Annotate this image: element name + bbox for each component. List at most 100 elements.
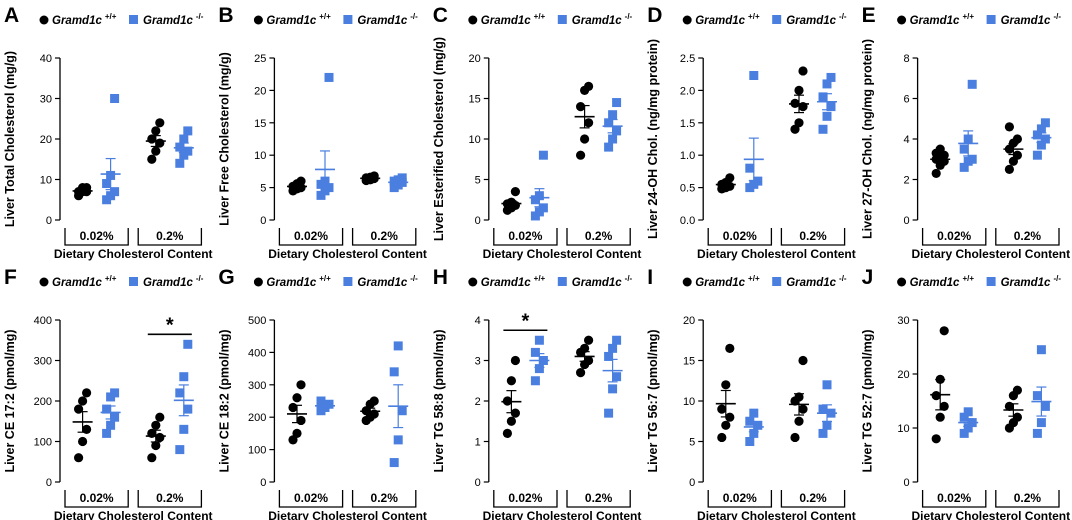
y-axis-label: Liver TG 58:8 (pmol/mg) <box>432 329 446 472</box>
legend-wt-label: Gramd1c +/+ <box>910 274 975 289</box>
group-bracket <box>780 228 846 246</box>
legend-wt-marker <box>897 277 907 287</box>
y-tick-label: 4 <box>475 315 481 327</box>
panel-I: I Gramd1c +/+ Gramd1c -/- 0 5 10 15 20 Liver TG 56… <box>646 266 856 520</box>
panel-letter: J <box>862 266 874 289</box>
legend-ko-label: Gramd1c -/- <box>357 274 418 289</box>
point-ko <box>826 72 836 82</box>
y-tick-label: 1 <box>475 437 481 449</box>
point-wt <box>576 368 586 378</box>
point-ko <box>397 173 407 183</box>
legend-ko-sup: -/- <box>410 12 418 21</box>
y-tick-label: 20 <box>897 369 909 381</box>
point-wt <box>155 412 165 422</box>
panel-F: F Gramd1c +/+ Gramd1c -/- 0 100 200 300 400 Liver … <box>3 266 213 520</box>
y-tick-label: 10 <box>40 175 52 187</box>
point-ko <box>1032 428 1042 438</box>
y-tick-label: 0.5 <box>680 183 695 195</box>
legend-wt-label: Gramd1c +/+ <box>481 274 546 289</box>
point-wt <box>74 404 84 414</box>
point-ko <box>110 94 120 103</box>
point-wt <box>935 144 945 154</box>
point-ko <box>818 404 828 414</box>
y-tick-label: 400 <box>34 315 52 327</box>
point-wt <box>1012 150 1023 160</box>
point-ko <box>959 412 969 422</box>
group-bracket <box>278 490 344 508</box>
point-ko <box>1032 130 1042 140</box>
point-wt <box>725 343 735 353</box>
legend-ko-sup: -/- <box>625 12 633 21</box>
y-tick-label: 5 <box>475 175 481 187</box>
point-ko <box>749 70 759 80</box>
group-bracket <box>351 490 417 508</box>
point-ko <box>745 416 755 426</box>
point-ko <box>324 72 334 82</box>
legend-wt-label: Gramd1c +/+ <box>52 274 117 289</box>
y-tick-label: 30 <box>897 315 909 327</box>
point-wt <box>151 126 161 136</box>
point-ko <box>753 420 763 430</box>
y-tick-label: 1.0 <box>680 150 695 162</box>
y-tick-label: 25 <box>254 53 266 65</box>
legend-wt-sup: +/+ <box>319 274 331 283</box>
legend-ko-marker <box>129 15 138 24</box>
point-ko <box>106 420 116 430</box>
y-axis-label: Liver Free Cholesterol (mg/g) <box>217 52 231 226</box>
point-ko <box>102 404 112 414</box>
y-tick-label: 0.0 <box>680 215 695 227</box>
group-bracket <box>707 228 773 246</box>
group-label: 0.2% <box>585 229 613 243</box>
point-ko <box>538 150 548 160</box>
point-ko <box>604 351 614 361</box>
legend-ko-label: Gramd1c -/- <box>143 12 204 27</box>
legend-ko-label: Gramd1c -/- <box>1001 274 1062 289</box>
point-wt <box>717 404 727 414</box>
legend-ko-marker <box>129 277 138 286</box>
y-tick-label: 2.5 <box>680 53 695 65</box>
group-label: 0.02% <box>937 491 971 505</box>
point-wt <box>502 428 512 438</box>
y-tick-label: 3 <box>475 356 481 368</box>
group-bracket <box>278 228 344 246</box>
point-ko <box>1036 418 1046 428</box>
legend-wt-sup: +/+ <box>534 12 546 21</box>
legend-wt-marker <box>39 277 49 287</box>
panel-A: A Gramd1c +/+ Gramd1c -/- 0 10 20 30 40 Liver Tota… <box>3 4 213 261</box>
legend-wt-sup: +/+ <box>534 274 546 283</box>
point-wt <box>798 355 808 366</box>
point-ko <box>534 335 544 345</box>
point-ko <box>175 158 185 168</box>
legend-wt-sup: +/+ <box>962 12 974 21</box>
point-wt <box>292 428 302 438</box>
legend-ko-sup: -/- <box>839 12 847 21</box>
point-ko <box>749 428 759 438</box>
panel-letter: F <box>4 266 17 289</box>
point-ko <box>604 408 614 418</box>
point-ko <box>612 372 622 382</box>
group-label: 0.2% <box>156 491 184 505</box>
legend-ko-marker <box>557 15 567 24</box>
point-ko <box>822 420 832 430</box>
legend-ko-sup: -/- <box>196 12 204 21</box>
legend-wt-marker <box>253 15 263 25</box>
legend: Gramd1c +/+ Gramd1c -/- <box>682 12 847 27</box>
point-wt <box>939 401 949 411</box>
x-axis-title: Dietary Cholesterol Content <box>54 247 213 261</box>
point-wt <box>717 432 727 443</box>
legend-wt-label: Gramd1c +/+ <box>266 274 331 289</box>
point-wt <box>296 415 306 426</box>
point-ko <box>1036 345 1046 355</box>
point-wt <box>584 355 594 366</box>
legend-ko-marker <box>343 15 353 24</box>
group-bracket <box>780 490 846 508</box>
point-ko <box>612 98 622 108</box>
legend-ko-label: Gramd1c -/- <box>786 274 847 289</box>
x-axis-title: Dietary Cholesterol Content <box>911 247 1070 261</box>
x-axis-title: Dietary Cholesterol Content <box>268 509 427 520</box>
y-tick-label: 2.0 <box>680 85 695 97</box>
y-tick-label: 0 <box>260 215 266 227</box>
y-tick-label: 1.5 <box>680 118 695 130</box>
point-wt <box>1004 164 1015 174</box>
point-ko <box>818 92 828 102</box>
